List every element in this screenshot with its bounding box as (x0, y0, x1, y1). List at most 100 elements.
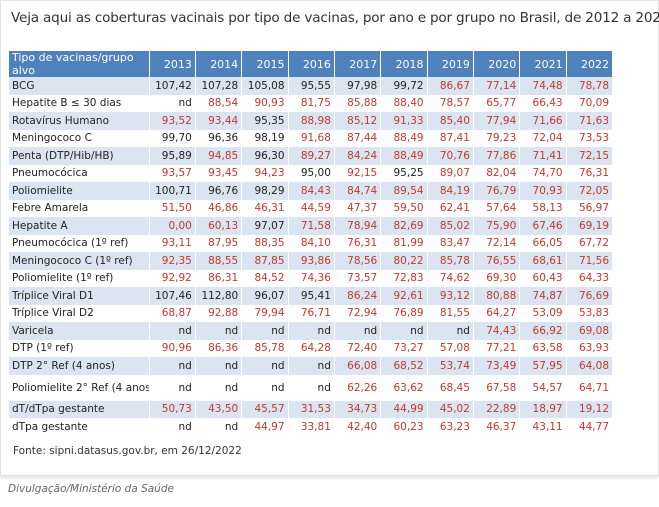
coverage-cell: 90,93 (241, 94, 289, 112)
coverage-cell: 60,23 (380, 418, 428, 436)
coverage-cell: nd (380, 322, 428, 340)
coverage-cell: 67,58 (473, 374, 521, 401)
table-row: Penta (DTP/Hib/HB) 95,89 94,85 96,30 89,27 84… (9, 147, 614, 165)
coverage-cell: 100,71 (149, 182, 196, 200)
year-header: 2015 (241, 51, 289, 77)
coverage-cell: 63,58 (519, 339, 567, 357)
coverage-cell: 105,08 (241, 77, 289, 95)
coverage-cell: 31,53 (288, 400, 335, 418)
coverage-cell: 43,11 (519, 418, 567, 436)
coverage-cell: 68,45 (427, 374, 474, 401)
coverage-cell: nd (149, 322, 196, 340)
coverage-cell: 64,08 (566, 357, 614, 375)
coverage-cell: 81,55 (427, 304, 474, 322)
coverage-cell: 76,69 (566, 287, 614, 305)
coverage-cell: nd (288, 322, 335, 340)
coverage-cell: nd (195, 374, 243, 401)
coverage-cell: 87,85 (241, 252, 289, 270)
coverage-cell: 112,80 (195, 287, 243, 305)
coverage-cell: 66,05 (519, 234, 567, 252)
coverage-cell: 68,87 (149, 304, 196, 322)
coverage-cell: 76,31 (334, 234, 382, 252)
coverage-cell: 107,46 (149, 287, 196, 305)
vaccine-name: Tríplice Viral D2 (9, 304, 150, 322)
coverage-cell: 93,52 (149, 112, 196, 130)
coverage-cell: 93,86 (288, 252, 335, 270)
coverage-cell: 86,31 (195, 269, 243, 287)
table-row: Pneumocócica 93,57 93,45 94,23 95,00 92,15 95,… (9, 164, 614, 182)
vaccine-name: Pneumocócica (9, 164, 150, 182)
coverage-cell: 82,69 (380, 217, 428, 235)
coverage-cell: 73,49 (473, 357, 521, 375)
coverage-cell: 69,30 (473, 269, 521, 287)
coverage-cell: 53,09 (519, 304, 567, 322)
coverage-cell: 70,93 (519, 182, 567, 200)
table-row: Tríplice Viral D1 107,46 112,80 96,07 95,41 8… (9, 287, 614, 305)
coverage-cell: 74,87 (519, 287, 567, 305)
coverage-cell: 84,10 (288, 234, 335, 252)
year-header: 2019 (427, 51, 474, 77)
vaccine-name: Meningococo C (1º ref) (9, 252, 150, 270)
coverage-cell: 72,40 (334, 339, 382, 357)
coverage-cell: 42,40 (334, 418, 382, 436)
coverage-cell: 79,23 (473, 129, 521, 147)
coverage-cell: 85,78 (241, 339, 289, 357)
table-row: dTpa gestante nd nd 44,97 33,81 42,40 60,23 63,… (9, 418, 614, 436)
vaccine-name: dTpa gestante (9, 418, 150, 436)
coverage-cell: 93,57 (149, 164, 196, 182)
year-header: 2020 (473, 51, 521, 77)
vaccine-name: Meningococo C (9, 129, 150, 147)
coverage-cell: 69,19 (566, 217, 614, 235)
coverage-cell: 66,43 (519, 94, 567, 112)
table-row: Hepatite B ≤ 30 dias nd 88,54 90,93 81,75 85,… (9, 94, 614, 112)
coverage-cell: nd (427, 322, 474, 340)
coverage-cell: 97,07 (241, 217, 289, 235)
coverage-cell: 98,19 (241, 129, 289, 147)
coverage-cell: 96,30 (241, 147, 289, 165)
coverage-cell: 45,02 (427, 400, 474, 418)
coverage-cell: 92,88 (195, 304, 243, 322)
vaccine-name: dT/dTpa gestante (9, 400, 150, 418)
coverage-cell: 95,89 (149, 147, 196, 165)
coverage-cell: 68,52 (380, 357, 428, 375)
coverage-cell: 66,08 (334, 357, 382, 375)
coverage-cell: 84,43 (288, 182, 335, 200)
coverage-cell: 73,27 (380, 339, 428, 357)
coverage-cell: 86,67 (427, 77, 474, 95)
coverage-cell: 93,45 (195, 164, 243, 182)
coverage-cell: 64,27 (473, 304, 521, 322)
coverage-cell: 33,81 (288, 418, 335, 436)
coverage-cell: 83,47 (427, 234, 474, 252)
year-header: 2021 (519, 51, 567, 77)
coverage-cell: 69,08 (566, 322, 614, 340)
year-header: 2014 (195, 51, 243, 77)
coverage-cell: 57,95 (519, 357, 567, 375)
coverage-cell: 50,73 (149, 400, 196, 418)
coverage-cell: 76,55 (473, 252, 521, 270)
coverage-cell: nd (195, 418, 243, 436)
coverage-cell: 76,79 (473, 182, 521, 200)
coverage-cell: nd (149, 94, 196, 112)
coverage-cell: 64,28 (288, 339, 335, 357)
coverage-cell: 95,00 (288, 164, 335, 182)
coverage-cell: 88,49 (380, 129, 428, 147)
coverage-cell: 46,37 (473, 418, 521, 436)
coverage-cell: nd (241, 357, 289, 375)
coverage-cell: 84,74 (334, 182, 382, 200)
coverage-cell: 99,72 (380, 77, 428, 95)
coverage-cell: 92,61 (380, 287, 428, 305)
year-header: 2013 (149, 51, 196, 77)
coverage-cell: 66,92 (519, 322, 567, 340)
coverage-cell: 67,46 (519, 217, 567, 235)
coverage-cell: 94,85 (195, 147, 243, 165)
table-row: Poliomielite 2° Ref (4 anos) nd nd nd nd 62,2… (9, 374, 614, 401)
coverage-cell: 89,27 (288, 147, 335, 165)
coverage-cell: 93,11 (149, 234, 196, 252)
coverage-cell: 19,12 (566, 400, 614, 418)
coverage-cell: 89,07 (427, 164, 474, 182)
coverage-cell: nd (149, 418, 196, 436)
coverage-cell: 0,00 (149, 217, 196, 235)
coverage-cell: 92,92 (149, 269, 196, 287)
coverage-cell: 44,77 (566, 418, 614, 436)
